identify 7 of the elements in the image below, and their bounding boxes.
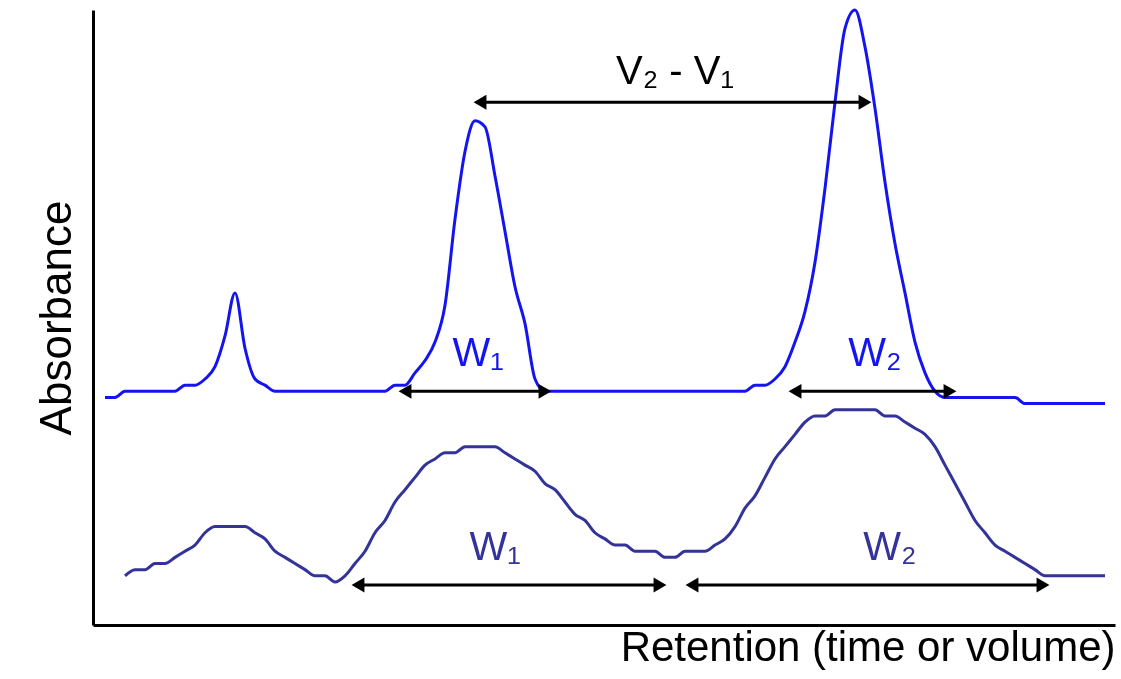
annotation: V₂ - V₁ [616,47,734,92]
annotation: W₁ [452,330,504,375]
annotation: W₁ [469,524,521,569]
x-axis-title: Retention (time or volume) [620,622,1116,670]
annotation: W₂ [848,330,902,375]
y-axis-title: Absorbance [30,200,80,436]
annotation: W₂ [863,524,917,569]
